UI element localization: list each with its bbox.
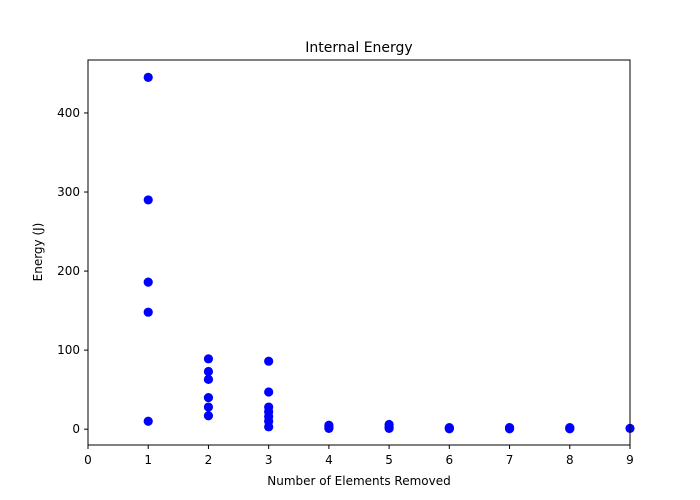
x-tick-label: 5: [385, 453, 393, 467]
data-point: [203, 392, 214, 403]
x-tick-label: 0: [84, 453, 92, 467]
data-point: [143, 277, 153, 287]
y-tick-label: 200: [57, 264, 80, 278]
data-point: [143, 195, 153, 205]
data-point: [504, 424, 515, 434]
y-tick-label: 100: [57, 343, 80, 357]
y-tick-label: 300: [57, 185, 80, 199]
data-point: [324, 423, 334, 433]
plot-area: [143, 72, 635, 434]
data-point: [203, 374, 214, 384]
x-tick-label: 4: [325, 453, 333, 467]
data-point: [384, 423, 394, 433]
y-tick-label: 400: [57, 106, 80, 120]
y-axis-label: Energy (J): [31, 223, 45, 282]
x-tick-label: 1: [144, 453, 152, 467]
x-tick-label: 2: [205, 453, 213, 467]
data-point: [565, 424, 575, 434]
x-axis-label: Number of Elements Removed: [267, 474, 450, 488]
x-tick-label: 8: [566, 453, 574, 467]
x-tick-label: 7: [506, 453, 514, 467]
data-point: [143, 307, 153, 317]
data-point: [444, 424, 454, 434]
data-point: [264, 387, 274, 397]
data-point: [264, 422, 274, 432]
data-point: [143, 416, 153, 426]
data-point: [203, 354, 214, 364]
x-tick-label: 9: [626, 453, 634, 467]
plot-frame: [87, 59, 631, 446]
x-tick-label: 3: [265, 453, 273, 467]
data-point: [203, 366, 214, 377]
x-tick-label: 6: [446, 453, 454, 467]
data-point: [203, 402, 214, 412]
data-point: [264, 356, 274, 366]
y-tick-label: 0: [72, 422, 80, 436]
data-point: [143, 72, 153, 82]
chart-title: Internal Energy: [305, 40, 412, 56]
data-point: [203, 411, 214, 421]
